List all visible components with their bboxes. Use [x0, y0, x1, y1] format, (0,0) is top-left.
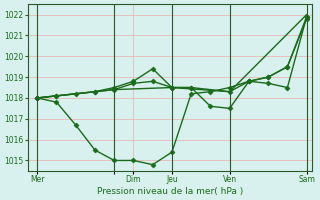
- X-axis label: Pression niveau de la mer( hPa ): Pression niveau de la mer( hPa ): [97, 187, 243, 196]
